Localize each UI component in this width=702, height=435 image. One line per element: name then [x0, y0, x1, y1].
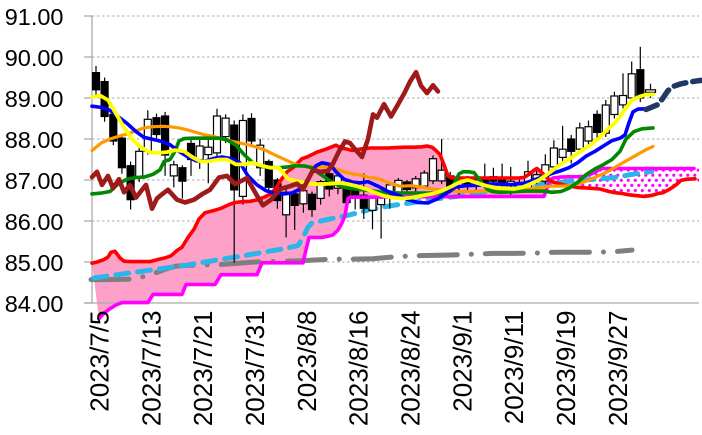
svg-text:91.00: 91.00	[5, 4, 64, 30]
svg-text:89.00: 89.00	[5, 86, 64, 112]
svg-text:90.00: 90.00	[5, 45, 64, 71]
svg-text:2023/7/31: 2023/7/31	[240, 311, 270, 427]
svg-text:86.00: 86.00	[5, 209, 64, 235]
svg-text:2023/9/19: 2023/9/19	[551, 311, 581, 427]
svg-text:2023/8/16: 2023/8/16	[344, 311, 374, 427]
svg-text:2023/7/5: 2023/7/5	[85, 311, 115, 412]
svg-text:84.00: 84.00	[5, 291, 64, 317]
svg-text:85.00: 85.00	[5, 250, 64, 276]
svg-text:2023/9/27: 2023/9/27	[603, 311, 633, 427]
svg-text:2023/9/11: 2023/9/11	[499, 311, 529, 425]
svg-text:2023/8/8: 2023/8/8	[292, 311, 322, 412]
svg-text:87.00: 87.00	[5, 168, 64, 194]
svg-text:2023/7/21: 2023/7/21	[188, 311, 218, 427]
svg-text:2023/9/1: 2023/9/1	[447, 311, 477, 412]
svg-text:88.00: 88.00	[5, 127, 64, 153]
svg-text:2023/8/24: 2023/8/24	[396, 311, 426, 427]
svg-text:2023/7/13: 2023/7/13	[136, 311, 166, 427]
